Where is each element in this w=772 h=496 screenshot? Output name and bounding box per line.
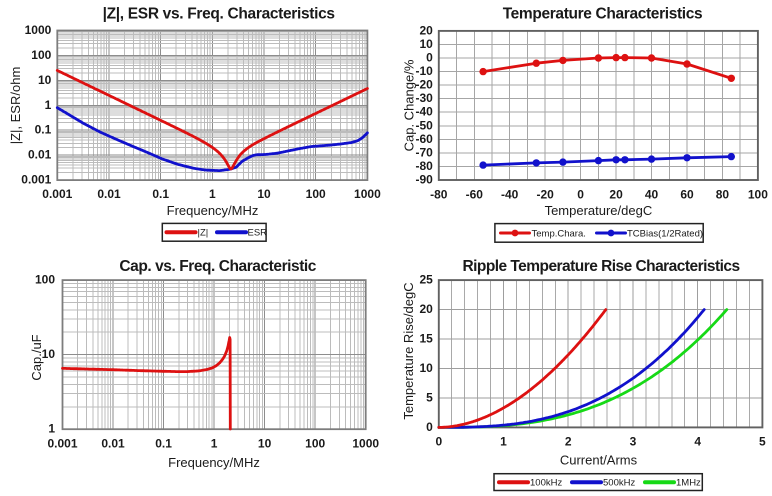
svg-text:|Z|: |Z| (198, 228, 209, 239)
svg-text:1: 1 (45, 98, 52, 112)
svg-text:Frequency/MHz: Frequency/MHz (167, 203, 259, 218)
svg-text:1MHz: 1MHz (676, 477, 701, 488)
svg-text:0: 0 (426, 420, 433, 434)
svg-text:Cap. Change/%: Cap. Change/% (402, 59, 417, 151)
svg-text:-40: -40 (501, 187, 519, 201)
svg-text:15: 15 (419, 332, 433, 346)
svg-text:10: 10 (419, 361, 433, 375)
svg-text:4: 4 (694, 435, 701, 449)
svg-text:5: 5 (426, 390, 433, 404)
svg-text:-80: -80 (415, 159, 433, 173)
svg-text:10: 10 (42, 347, 56, 361)
svg-text:Ripple Temperature Rise Charac: Ripple Temperature Rise Characteristics (462, 258, 739, 275)
svg-text:0: 0 (426, 51, 433, 65)
svg-text:Temperature Rise/degC: Temperature Rise/degC (401, 282, 416, 419)
svg-text:0.01: 0.01 (101, 437, 125, 451)
svg-text:60: 60 (680, 187, 694, 201)
svg-text:-40: -40 (415, 105, 433, 119)
svg-text:Cap. vs. Freq. Characteristic: Cap. vs. Freq. Characteristic (119, 258, 316, 275)
svg-text:20: 20 (609, 187, 623, 201)
svg-text:0: 0 (577, 187, 584, 201)
svg-text:-50: -50 (415, 118, 433, 132)
svg-text:|Z|, ESR vs. Freq. Characteris: |Z|, ESR vs. Freq. Characteristics (103, 6, 335, 23)
svg-text:100: 100 (305, 437, 325, 451)
svg-text:-20: -20 (537, 187, 555, 201)
svg-text:100: 100 (306, 187, 326, 201)
svg-text:0: 0 (435, 435, 442, 449)
svg-text:Temperature Characteristics: Temperature Characteristics (503, 6, 703, 23)
svg-text:-60: -60 (415, 132, 433, 146)
svg-text:-20: -20 (415, 78, 433, 92)
svg-text:-30: -30 (415, 91, 433, 105)
svg-text:10: 10 (419, 37, 433, 51)
svg-text:ESR: ESR (248, 228, 268, 239)
svg-text:-90: -90 (415, 173, 433, 187)
svg-text:0.001: 0.001 (42, 187, 72, 201)
svg-text:1: 1 (48, 422, 55, 436)
svg-text:Temp.Chara.: Temp.Chara. (532, 228, 586, 239)
svg-text:10: 10 (38, 73, 52, 87)
svg-text:80: 80 (716, 187, 730, 201)
svg-text:500kHz: 500kHz (603, 477, 635, 488)
svg-text:100kHz: 100kHz (530, 477, 562, 488)
svg-text:1000: 1000 (352, 437, 379, 451)
svg-text:100: 100 (35, 273, 55, 287)
svg-text:0.1: 0.1 (35, 123, 52, 137)
svg-text:0.001: 0.001 (47, 437, 77, 451)
svg-text:1000: 1000 (25, 23, 52, 37)
svg-text:|Z|, ESR/ohm: |Z|, ESR/ohm (8, 67, 23, 145)
svg-text:1: 1 (211, 437, 218, 451)
svg-text:Current/Arms: Current/Arms (560, 453, 638, 468)
svg-text:3: 3 (630, 435, 637, 449)
svg-text:0.001: 0.001 (21, 173, 51, 187)
svg-text:Cap./uF: Cap./uF (29, 334, 44, 380)
svg-text:-10: -10 (415, 64, 433, 78)
svg-text:2: 2 (565, 435, 572, 449)
svg-text:25: 25 (419, 273, 433, 287)
svg-text:10: 10 (258, 437, 272, 451)
svg-text:100: 100 (748, 187, 768, 201)
svg-text:-80: -80 (430, 187, 448, 201)
svg-text:100: 100 (31, 48, 51, 62)
svg-text:-60: -60 (466, 187, 484, 201)
svg-text:20: 20 (419, 23, 433, 37)
svg-text:20: 20 (419, 302, 433, 316)
svg-text:1: 1 (500, 435, 507, 449)
svg-text:1000: 1000 (354, 187, 381, 201)
svg-text:1: 1 (209, 187, 216, 201)
svg-text:5: 5 (759, 435, 766, 449)
svg-text:0.01: 0.01 (97, 187, 121, 201)
svg-text:0.1: 0.1 (152, 187, 169, 201)
svg-text:TCBias(1/2Rated): TCBias(1/2Rated) (627, 228, 703, 239)
svg-text:0.1: 0.1 (155, 437, 172, 451)
svg-text:-70: -70 (415, 145, 433, 159)
svg-text:Frequency/MHz: Frequency/MHz (168, 455, 260, 470)
svg-text:Temperature/degC: Temperature/degC (545, 203, 653, 218)
svg-text:10: 10 (257, 187, 271, 201)
svg-text:40: 40 (645, 187, 659, 201)
svg-text:0.01: 0.01 (28, 148, 52, 162)
